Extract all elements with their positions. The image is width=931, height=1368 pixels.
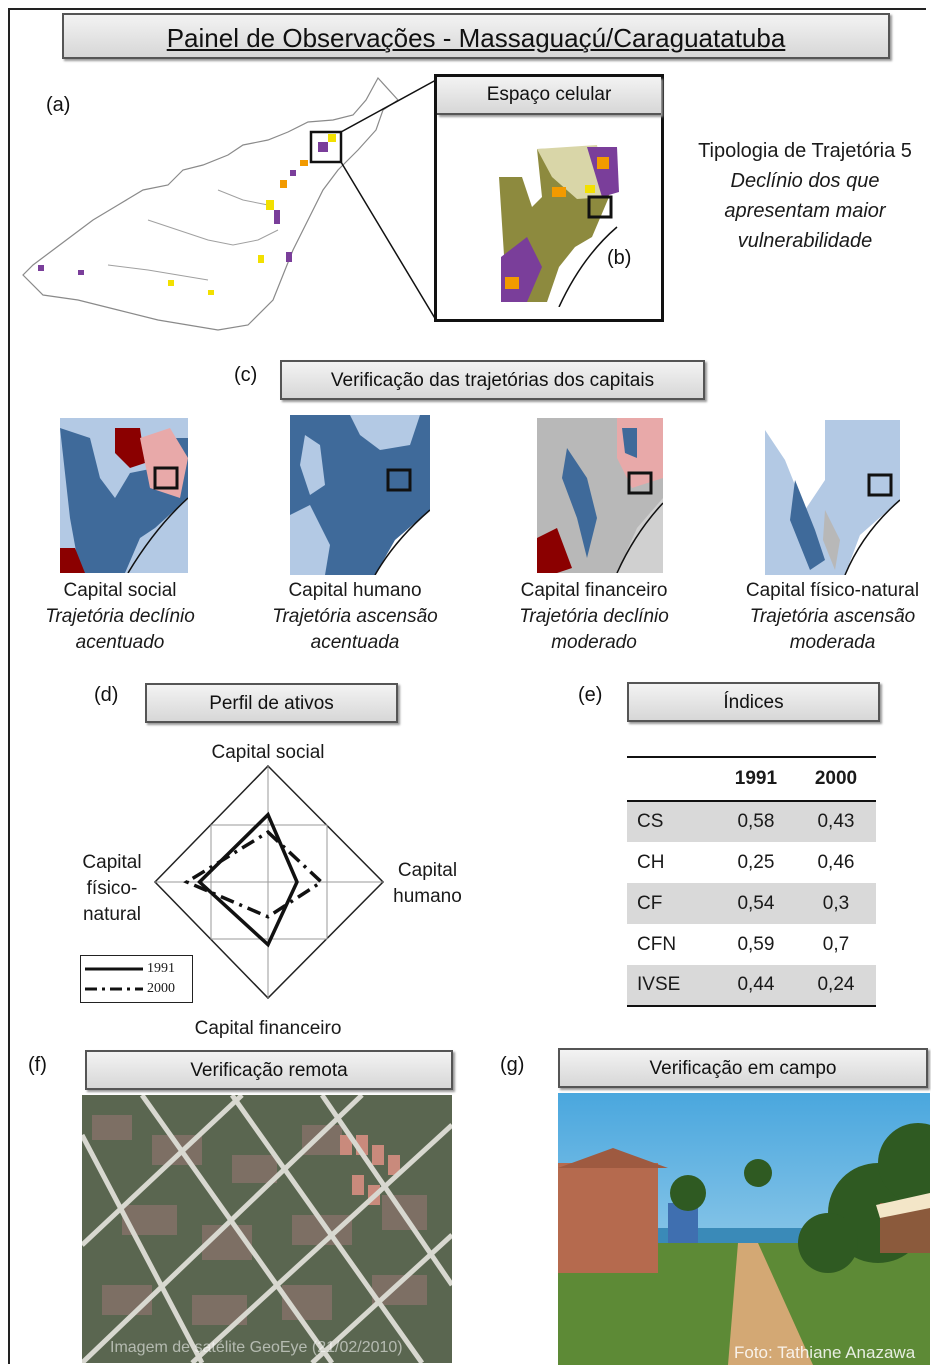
panel-frame	[8, 8, 926, 1364]
cell-map	[499, 145, 619, 307]
radar-series-1991	[197, 811, 299, 948]
typology-title: Tipologia de Trajetória 5	[698, 140, 912, 162]
panel-label-c: (c)	[234, 364, 258, 386]
panel-label-b: (b)	[607, 247, 632, 269]
verification-header: Verificação das trajetórias dos capitais	[280, 360, 705, 400]
capital-map-human	[290, 415, 430, 575]
table-row: CF 0,54 0,3	[627, 883, 876, 924]
axis-label-financial: Capital financeiro	[194, 1018, 342, 1039]
table-row: IVSE 0,44 0,24	[627, 965, 876, 1007]
satellite-credit: Imagem de satélite GeoEye (21/02/2010)	[110, 1339, 403, 1356]
asset-profile-radar-chart	[153, 764, 385, 1000]
table-row: CH 0,25 0,46	[637, 851, 855, 873]
asset-profile-header: Perfil de ativos	[145, 683, 398, 723]
indices-header-row: 1991 2000	[627, 756, 876, 802]
legend-label-1991: 1991	[147, 961, 175, 976]
indices-col-label	[627, 756, 716, 802]
capital-caption-social: Capital social Trajetória declínio acent…	[45, 580, 195, 653]
cell-space-header: Espaço celular	[437, 77, 661, 115]
photo-credit: Foto: Tathiane Anazawa	[734, 1343, 916, 1362]
indices-table: 1991 2000 CS 0,58 0,43 CH 0,25 0,46 CF 0…	[627, 756, 876, 1007]
axis-label-physical-natural: Capital físico- natural	[82, 852, 142, 925]
legend-label-2000: 2000	[147, 981, 175, 996]
typology-text: Tipologia de Trajetória 5 Declínio dos q…	[675, 136, 931, 256]
capital-caption-physical-natural: Capital físico-natural Trajetória ascens…	[745, 580, 920, 653]
satellite-image: Imagem de satélite GeoEye (21/02/2010)	[82, 1095, 452, 1363]
radar-legend: 1991 2000	[80, 955, 193, 1003]
field-verification-header: Verificação em campo	[558, 1048, 928, 1088]
panel-label-g: (g)	[500, 1054, 525, 1076]
capital-caption-financial: Capital financeiro Trajetória declínio m…	[519, 580, 669, 653]
panel-label-a: (a)	[46, 94, 71, 116]
capital-caption-human: Capital humano Trajetória ascensão acent…	[272, 580, 438, 653]
table-row: CFN 0,59 0,7	[637, 933, 850, 955]
capital-map-social	[60, 418, 188, 573]
panel-label-e: (e)	[578, 684, 603, 706]
indices-col-2000: 2000	[795, 756, 876, 802]
indices-header: Índices	[627, 682, 880, 722]
zoom-box	[309, 130, 343, 164]
page-title: Painel de Observações - Massaguaçú/Carag…	[62, 13, 890, 59]
table-row: CS 0,58 0,43	[627, 801, 876, 842]
capital-map-financial	[537, 418, 663, 573]
capital-map-physical-natural	[765, 420, 900, 575]
axis-label-human: Capital humano	[393, 860, 462, 907]
axis-label-social: Capital social	[211, 742, 325, 763]
cell-space-inset: Espaço celular (b)	[434, 74, 664, 322]
panel-label-f: (f)	[28, 1054, 47, 1076]
field-photo: Foto: Tathiane Anazawa	[558, 1093, 930, 1365]
overview-map	[22, 76, 437, 331]
radar-series-2000	[183, 829, 325, 919]
remote-verification-header: Verificação remota	[85, 1050, 453, 1090]
indices-col-1991: 1991	[715, 756, 796, 802]
panel-label-d: (d)	[94, 684, 119, 706]
trajectory-cells	[38, 134, 336, 295]
